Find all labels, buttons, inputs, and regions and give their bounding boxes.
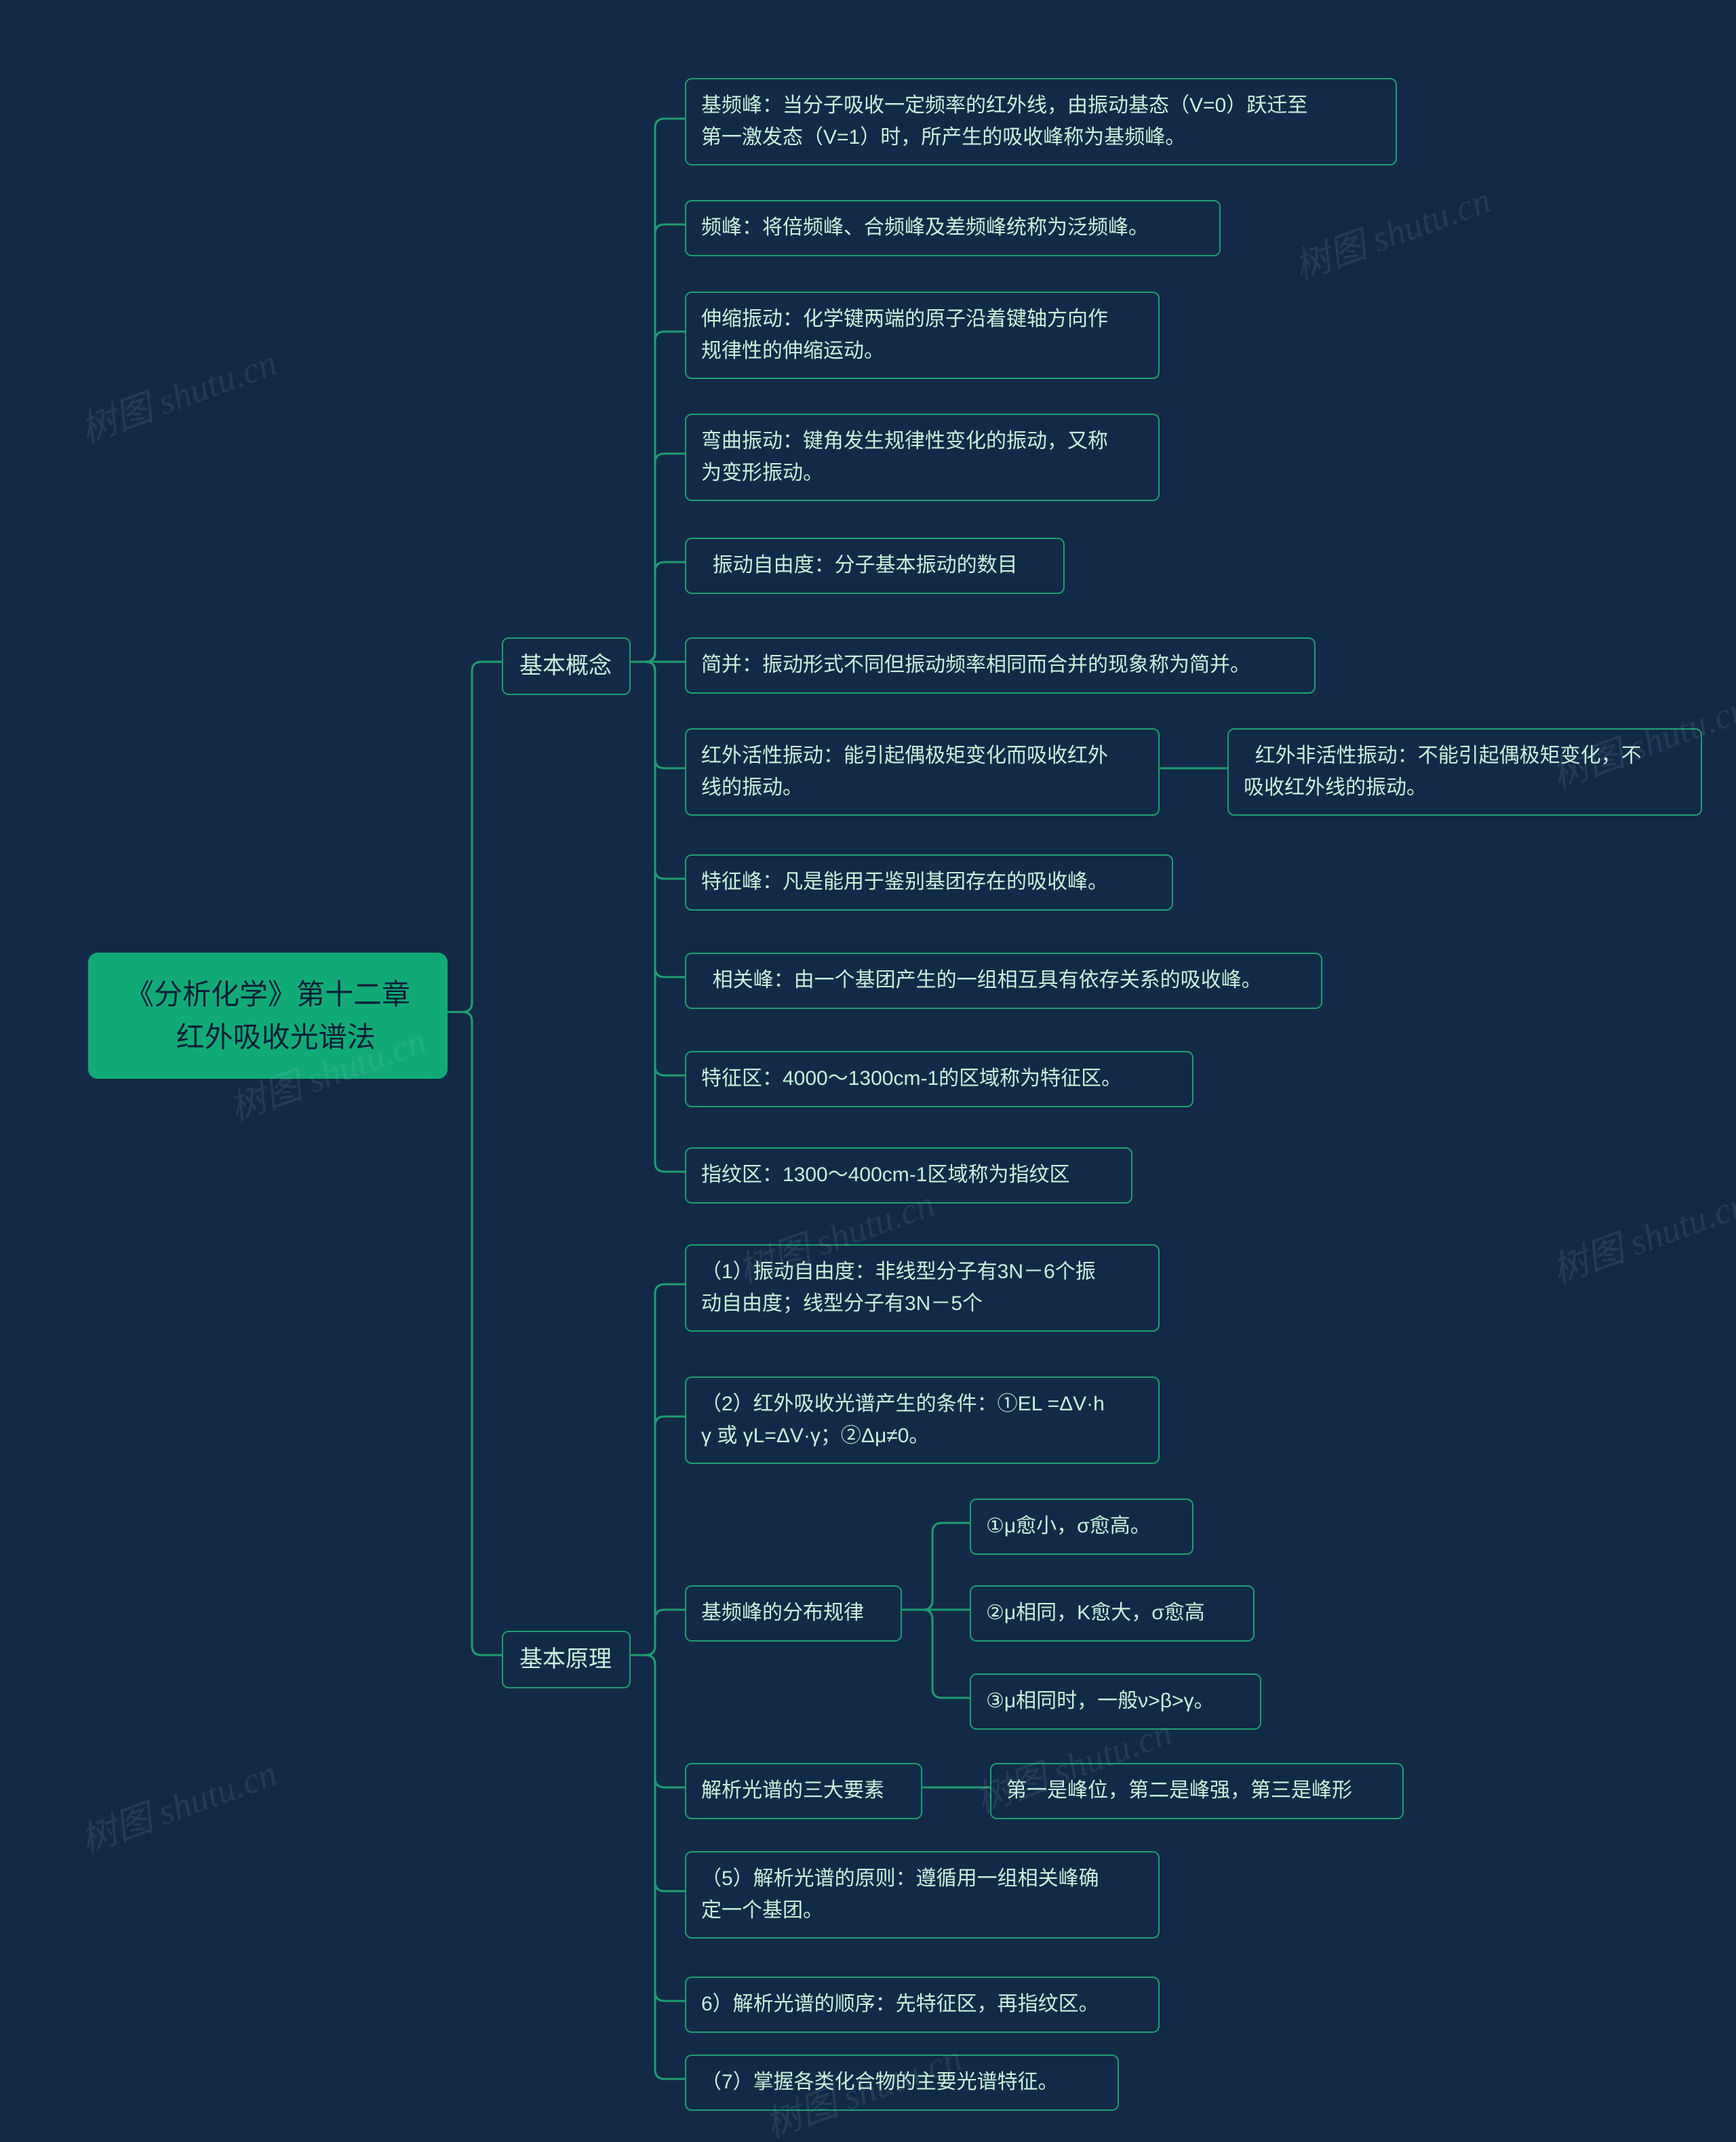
node-label: 基频峰：当分子吸收一定频率的红外线，由振动基态（V=0）跃迁至 第一激发态（V=… [701,94,1307,148]
node-d5: （5）解析光谱的原则：遵循用一组相关峰确 定一个基团。 [685,1851,1160,1939]
node-d2: （2）红外吸收光谱产生的条件：①EL =ΔV·h γ 或 γL=ΔV·γ；②Δμ… [685,1376,1160,1464]
connector [631,1655,685,2079]
node-c4: 弯曲振动：键角发生规律性变化的振动，又称 为变形振动。 [685,414,1160,501]
connector [631,224,685,662]
node-label: 频峰：将倍频峰、合频峰及差频峰统称为泛频峰。 [701,216,1149,239]
node-label: 相关峰：由一个基团产生的一组相互具有依存关系的吸收峰。 [701,969,1262,991]
node-d4a: 第一是峰位，第二是峰强，第三是峰形 [990,1763,1404,1819]
node-label: （5）解析光谱的原则：遵循用一组相关峰确 定一个基团。 [701,1867,1099,1922]
node-d3c: ③μ相同时，一般ν>β>γ。 [970,1673,1261,1730]
connector [902,1610,970,1698]
node-label: 弯曲振动：键角发生规律性变化的振动，又称 为变形振动。 [701,430,1108,484]
connector [631,662,685,1075]
node-c6: 简并：振动形式不同但振动频率相同而合并的现象称为简并。 [685,637,1316,694]
node-label: 6）解析光谱的顺序：先特征区，再指纹区。 [701,1993,1099,2015]
connector [631,662,685,768]
connector [448,662,502,1012]
connector [631,662,685,879]
connector [631,1655,685,1787]
node-c7: 红外活性振动：能引起偶极矩变化而吸收红外 线的振动。 [685,728,1160,816]
node-label: 红外非活性振动：不能引起偶极矩变化，不 吸收红外线的振动。 [1244,745,1642,799]
mindmap-canvas: 《分析化学》第十二章 红外吸收光谱法 基本概念 基频峰：当分子吸收一定频率的红外线，… [0,0,1736,2142]
node-c1: 基频峰：当分子吸收一定频率的红外线，由振动基态（V=0）跃迁至 第一激发态（V=… [685,78,1397,165]
node-c10: 特征区：4000～1300cm-1的区域称为特征区。 [685,1051,1194,1107]
node-c2: 频峰：将倍频峰、合频峰及差频峰统称为泛频峰。 [685,200,1221,256]
watermark: 树图 shutu.cn [1286,170,1497,291]
node-d1: （1）振动自由度：非线型分子有3N－6个振 动自由度；线型分子有3N－5个 [685,1244,1160,1332]
node-c7a: 红外非活性振动：不能引起偶极矩变化，不 吸收红外线的振动。 [1227,728,1702,816]
node-root: 《分析化学》第十二章 红外吸收光谱法 [88,953,448,1079]
node-label: ②μ相同，K愈大，σ愈高 [986,1602,1205,1624]
watermark: 树图 shutu.cn [72,333,283,454]
node-d3: 基频峰的分布规律 [685,1585,902,1642]
node-label: 解析光谱的三大要素 [701,1779,884,1802]
node-label: （1）振动自由度：非线型分子有3N－6个振 动自由度；线型分子有3N－5个 [701,1261,1096,1315]
connector [631,1655,685,2001]
connector [631,562,685,662]
node-label: 伸缩振动：化学键两端的原子沿着键轴方向作 规律性的伸缩运动。 [701,308,1108,362]
node-label: 《分析化学》第十二章 红外吸收光谱法 [125,978,410,1053]
node-b2: 基本原理 [502,1631,631,1688]
node-label: （7）掌握各类化合物的主要光谱特征。 [701,2071,1059,2093]
node-label: ①μ愈小，σ愈高。 [986,1515,1151,1537]
connector [631,1284,685,1655]
node-label: 第一是峰位，第二是峰强，第三是峰形 [1006,1779,1352,1802]
node-c8: 特征峰：凡是能用于鉴别基团存在的吸收峰。 [685,854,1173,911]
connector [631,1655,685,1891]
connector [631,1610,685,1655]
connector [631,662,685,977]
node-label: 特征峰：凡是能用于鉴别基团存在的吸收峰。 [701,871,1108,893]
connector [631,1416,685,1655]
node-label: ③μ相同时，一般ν>β>γ。 [986,1690,1214,1712]
connector [902,1523,970,1610]
connector [448,1012,502,1656]
node-d3b: ②μ相同，K愈大，σ愈高 [970,1585,1255,1642]
node-label: （2）红外吸收光谱产生的条件：①EL =ΔV·h γ 或 γL=ΔV·γ；②Δμ… [701,1393,1105,1447]
node-c3: 伸缩振动：化学键两端的原子沿着键轴方向作 规律性的伸缩运动。 [685,292,1160,379]
node-label: 简并：振动形式不同但振动频率相同而合并的现象称为简并。 [701,654,1250,676]
node-d4: 解析光谱的三大要素 [685,1763,922,1819]
node-d3a: ①μ愈小，σ愈高。 [970,1499,1194,1555]
node-c11: 指纹区：1300～400cm-1区域称为指纹区 [685,1147,1132,1204]
connector [631,119,685,662]
node-c9: 相关峰：由一个基团产生的一组相互具有依存关系的吸收峰。 [685,953,1322,1009]
node-label: 特征区：4000～1300cm-1的区域称为特征区。 [701,1067,1122,1090]
node-d7: （7）掌握各类化合物的主要光谱特征。 [685,2055,1119,2111]
connector [631,332,685,662]
node-c5: 振动自由度：分子基本振动的数目 [685,538,1065,594]
connector [631,454,685,662]
node-label: 指纹区：1300～400cm-1区域称为指纹区 [701,1164,1069,1186]
node-label: 振动自由度：分子基本振动的数目 [701,554,1018,576]
connector [631,662,685,1172]
node-label: 基本原理 [519,1646,612,1672]
node-label: 红外活性振动：能引起偶极矩变化而吸收红外 线的振动。 [701,745,1108,799]
watermark: 树图 shutu.cn [72,1743,283,1864]
watermark: 树图 shutu.cn [1543,1174,1736,1294]
node-label: 基频峰的分布规律 [701,1602,864,1624]
node-label: 基本概念 [519,653,612,679]
node-d6: 6）解析光谱的顺序：先特征区，再指纹区。 [685,1977,1160,2033]
node-b1: 基本概念 [502,637,631,695]
